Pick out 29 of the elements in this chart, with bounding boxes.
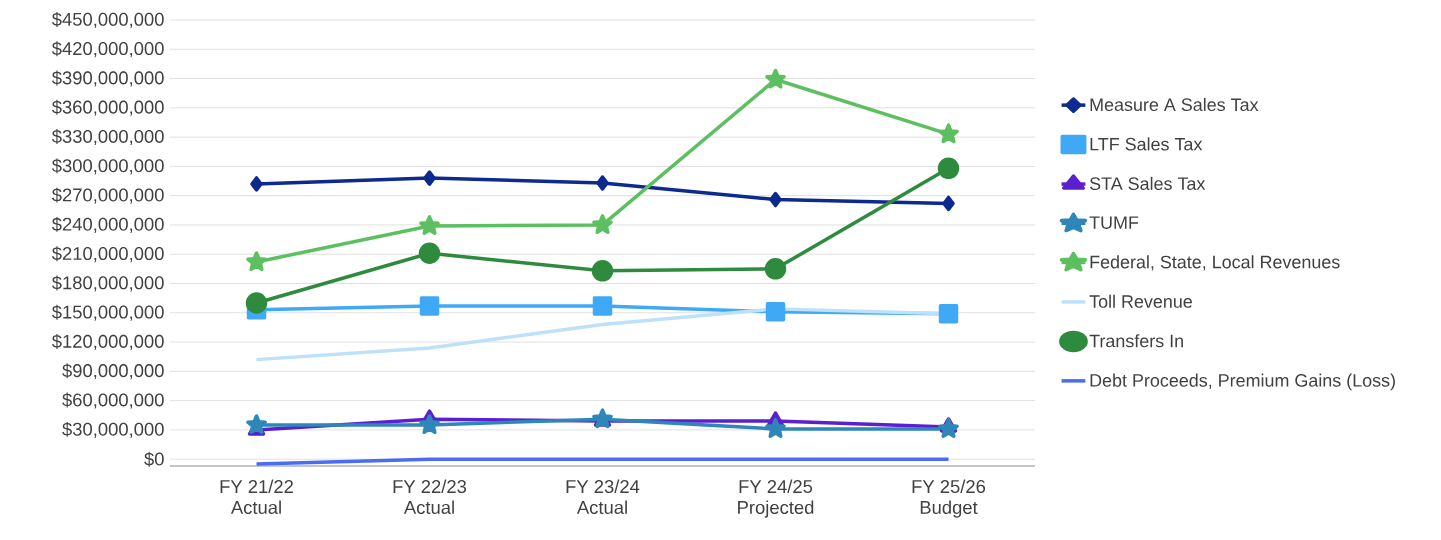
x-tick-label: FY 24/25 Projected: [738, 479, 814, 518]
y-tick-label: $360,000,000: [51, 99, 164, 116]
legend-label: Debt Proceeds, Premium Gains (Loss): [1090, 373, 1395, 391]
y-tick-label: $420,000,000: [51, 41, 164, 58]
x-tick-label: FY 21/22 Actual: [220, 479, 293, 514]
y-tick-label: $120,000,000: [51, 334, 164, 351]
y-tick-label: $60,000,000: [62, 392, 164, 409]
legend-label: STA Sales Tax: [1089, 176, 1206, 190]
legend-label: TUMF: [1089, 216, 1139, 229]
y-tick-label: $180,000,000: [51, 275, 164, 292]
y-tick-label: $210,000,000: [51, 246, 164, 263]
legend-label: Transfers In: [1089, 334, 1183, 348]
y-tick-label: $90,000,000: [62, 363, 164, 380]
y-tick-label: $270,000,000: [51, 187, 164, 204]
x-tick-label: FY 22/23 Actual: [393, 479, 467, 514]
x-tick-label: FY 23/24 Actual: [566, 479, 640, 514]
y-tick-label: $390,000,000: [51, 70, 164, 87]
y-tick-label: $150,000,000: [51, 304, 164, 321]
y-tick-label: $0: [144, 451, 164, 467]
legend-label: Measure A Sales Tax: [1090, 97, 1259, 112]
y-tick-label: $240,000,000: [51, 216, 164, 233]
legend-label: Toll Revenue: [1089, 294, 1192, 308]
y-tick-label: $30,000,000: [62, 421, 164, 438]
y-tick-label: $300,000,000: [51, 158, 164, 175]
legend-label: Federal, State, Local Revenues: [1090, 255, 1340, 271]
y-tick-label: $450,000,000: [51, 12, 164, 28]
y-tick-label: $330,000,000: [51, 129, 164, 146]
x-tick-label: FY 25/26 Budget: [912, 479, 986, 518]
legend-label: LTF Sales Tax: [1090, 137, 1203, 151]
